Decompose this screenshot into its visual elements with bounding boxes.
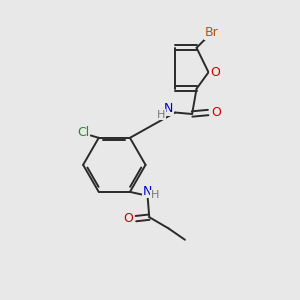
Text: Cl: Cl <box>77 126 89 139</box>
Text: H: H <box>157 110 165 120</box>
Text: O: O <box>212 106 221 119</box>
Text: N: N <box>164 102 173 116</box>
Text: O: O <box>210 66 220 79</box>
Text: Br: Br <box>205 26 218 39</box>
Text: H: H <box>150 190 159 200</box>
Text: O: O <box>123 212 133 225</box>
Text: N: N <box>143 185 152 198</box>
